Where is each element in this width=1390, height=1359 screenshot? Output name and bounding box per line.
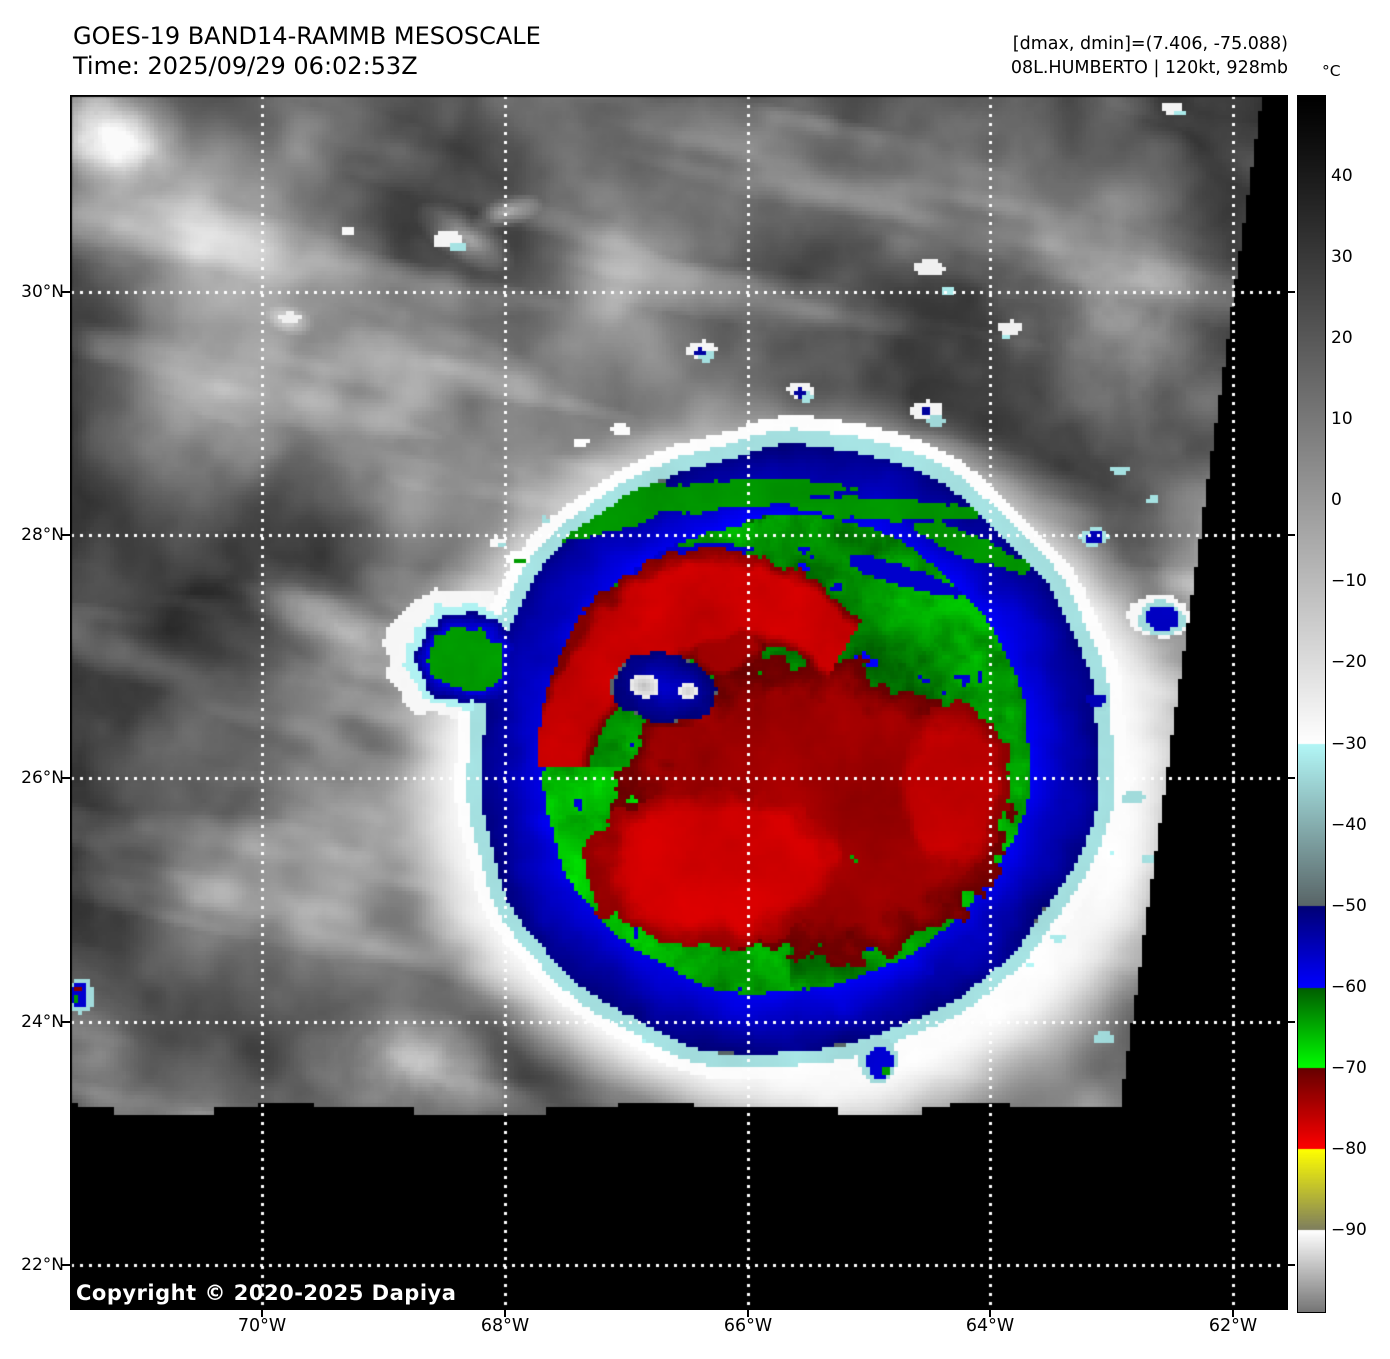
colorbar-tick-label: −60 (1331, 976, 1367, 997)
lon-tick-label: 66°W (723, 1316, 773, 1336)
colorbar-tick-label: −40 (1331, 814, 1367, 835)
colorbar-tick-label: 0 (1331, 490, 1342, 511)
lat-tick-mark-right (1288, 534, 1295, 536)
lon-tick-label: 64°W (965, 1316, 1015, 1336)
satellite-map-canvas (70, 95, 1288, 1310)
lat-tick-mark-right (1288, 777, 1295, 779)
lon-tick-label: 70°W (237, 1316, 287, 1336)
lat-tick-mark-right (1288, 1021, 1295, 1023)
lat-tick-mark (62, 291, 70, 293)
colorbar-tick-label: −30 (1331, 733, 1367, 754)
colorbar-tick-label: 30 (1331, 247, 1353, 268)
product-time: Time: 2025/09/29 06:02:53Z (73, 52, 418, 80)
colorbar-tick-label: −90 (1331, 1219, 1367, 1240)
colorbar-canvas (1297, 95, 1326, 1313)
lat-tick-mark-right (1288, 291, 1295, 293)
colorbar-tick-label: −10 (1331, 571, 1367, 592)
colorbar-tick-label: −20 (1331, 652, 1367, 673)
lat-tick-mark (62, 1021, 70, 1023)
lat-tick-label: 26°N (21, 768, 64, 788)
lon-tick-mark (747, 1310, 749, 1317)
lat-tick-mark-right (1288, 1264, 1295, 1266)
lon-tick-label: 62°W (1208, 1316, 1258, 1336)
lon-tick-mark (261, 1310, 263, 1317)
copyright-watermark: Copyright © 2020-2025 Dapiya (76, 1281, 457, 1305)
lat-tick-mark (62, 1264, 70, 1266)
lon-tick-mark (1232, 1310, 1234, 1317)
colorbar-tick-label: −70 (1331, 1057, 1367, 1078)
storm-info-readout: 08L.HUMBERTO | 120kt, 928mb (1010, 58, 1288, 78)
product-title: GOES-19 BAND14-RAMMB MESOSCALE (73, 22, 541, 50)
lon-tick-mark (989, 1310, 991, 1317)
lat-tick-label: 28°N (21, 525, 64, 545)
colorbar-unit-label: °C (1322, 62, 1341, 80)
lon-tick-label: 68°W (480, 1316, 530, 1336)
colorbar-tick-label: 40 (1331, 166, 1353, 187)
colorbar-tick-label: −50 (1331, 895, 1367, 916)
lon-tick-mark (504, 1310, 506, 1317)
dmax-dmin-readout: [dmax, dmin]=(7.406, -75.088) (1012, 34, 1288, 54)
lat-tick-label: 30°N (21, 282, 64, 302)
lat-tick-label: 22°N (21, 1255, 64, 1275)
lat-tick-mark (62, 534, 70, 536)
lat-tick-label: 24°N (21, 1012, 64, 1032)
colorbar-tick-label: 10 (1331, 409, 1353, 430)
colorbar-tick-label: 20 (1331, 328, 1353, 349)
colorbar-tick-label: −80 (1331, 1138, 1367, 1159)
lat-tick-mark (62, 777, 70, 779)
